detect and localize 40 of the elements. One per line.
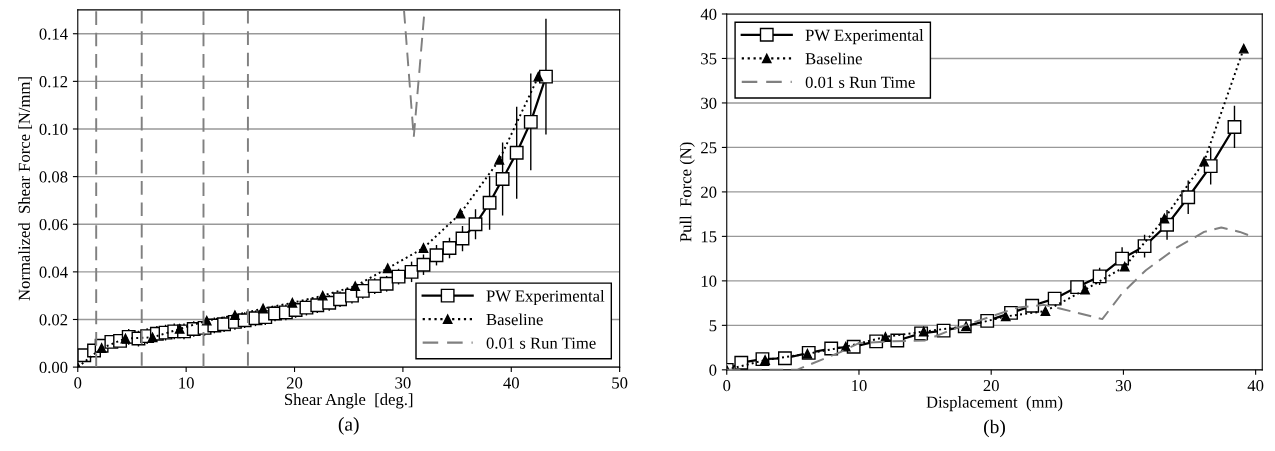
x-tick-label: 20 xyxy=(983,380,999,392)
y-tick-label: 25 xyxy=(701,142,717,154)
y-tick-label: 0.06 xyxy=(39,218,68,231)
x-tick-label: 10 xyxy=(179,377,194,389)
y-axis-title: Normalized Shear Force [N/mm] xyxy=(18,77,33,301)
x-tick-label: 0 xyxy=(723,380,731,392)
text: (b) xyxy=(984,419,1005,438)
y-tick-label: 35 xyxy=(701,53,717,65)
y-tick-label: 10 xyxy=(701,275,717,287)
legend-label: 0.01 s Run Time xyxy=(805,76,915,88)
legend-label: 0.01 s Run Time xyxy=(486,337,596,349)
x-tick-label: 40 xyxy=(503,377,519,389)
x-tick-label: 40 xyxy=(1247,380,1264,392)
legend-label: Baseline xyxy=(486,313,543,326)
y-tick-label: 0.02 xyxy=(39,314,68,326)
x-tick-label: 50 xyxy=(612,377,628,389)
y-tick-label: 0.04 xyxy=(39,266,68,278)
legend-label: Baseline xyxy=(805,52,862,65)
x-axis-title: Shear Angle [deg.] xyxy=(285,393,413,409)
x-tick-label: 20 xyxy=(286,377,303,389)
y-tick-label: 0 xyxy=(709,364,717,376)
x-tick-label: 0 xyxy=(74,377,82,389)
y-tick-label: 0.12 xyxy=(39,76,68,88)
y-tick-label: 0.10 xyxy=(39,123,68,136)
legend-label: PW Experimental xyxy=(486,289,605,306)
text: (a) xyxy=(338,417,359,435)
y-tick-label: 20 xyxy=(701,186,717,198)
x-tick-label: 10 xyxy=(852,380,867,392)
x-tick-label: 30 xyxy=(395,377,411,389)
y-tick-label: 30 xyxy=(701,97,717,109)
y-axis-title: Pull Force (N) xyxy=(679,142,695,242)
y-tick-label: 0.08 xyxy=(39,171,68,183)
y-tick-label: 40 xyxy=(700,8,717,20)
legend-label: PW Experimental xyxy=(805,29,924,45)
y-tick-label: 0.00 xyxy=(39,361,68,374)
y-tick-label: 5 xyxy=(709,320,717,332)
x-tick-label: 30 xyxy=(1115,380,1132,392)
x-axis-title: Displacement (mm) xyxy=(926,396,1063,412)
y-tick-label: 15 xyxy=(701,231,717,243)
y-tick-label: 0.14 xyxy=(39,28,68,40)
